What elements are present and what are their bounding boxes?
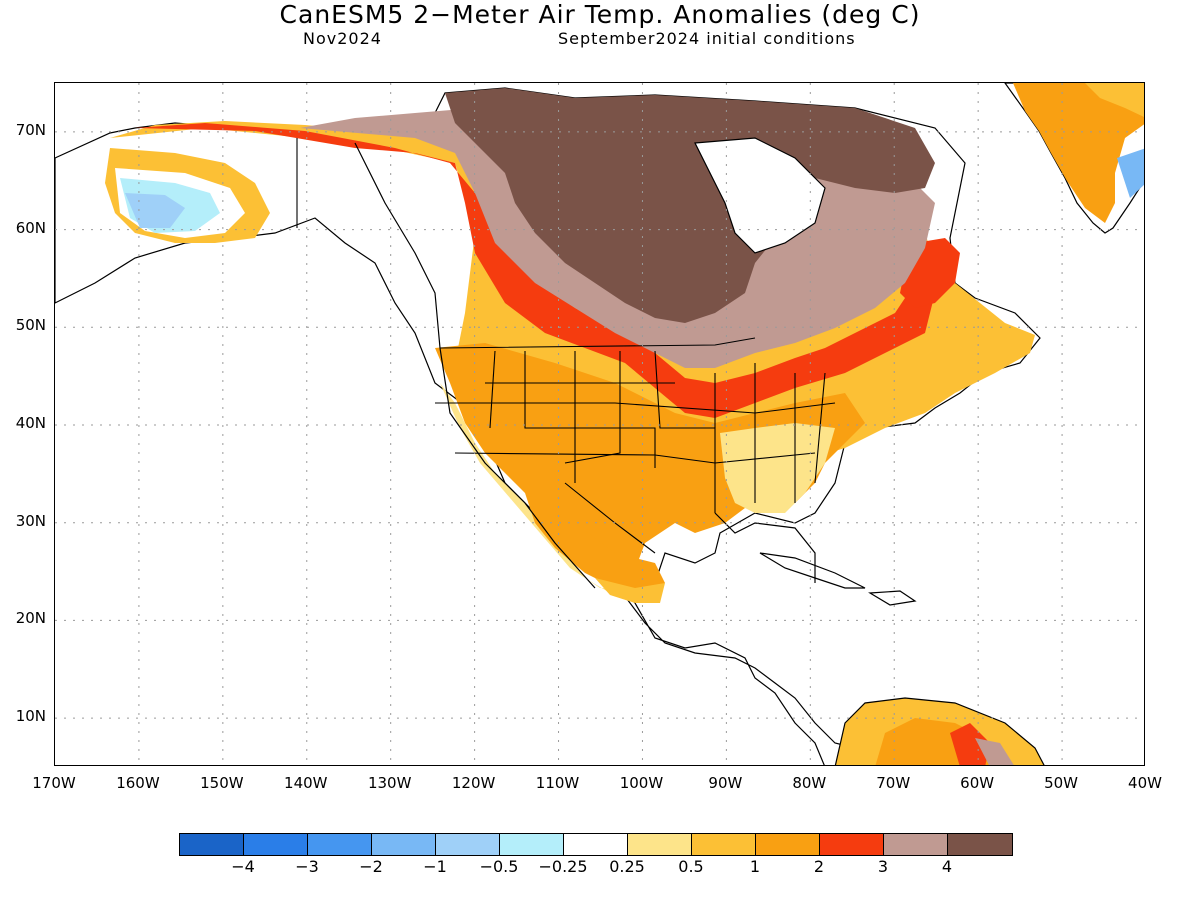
longitude-tick-label: 90W	[708, 774, 743, 792]
colorbar-swatch	[180, 834, 244, 855]
south-america-tan	[975, 738, 1014, 765]
longitude-tick-label: 100W	[619, 774, 664, 792]
colorbar-swatch	[244, 834, 308, 855]
map-title: CanESM5 2−Meter Air Temp. Anomalies (deg…	[279, 0, 921, 29]
cuba	[759, 552, 866, 589]
forecast-month: Nov2024	[303, 29, 382, 48]
colorbar-tick-label: −0.5	[479, 857, 519, 876]
colorbar-tick-label: −0.25	[538, 857, 588, 876]
longitude-tick-label: 70W	[876, 774, 911, 792]
colorbar-swatch	[692, 834, 756, 855]
colorbar-swatch	[372, 834, 436, 855]
initial-conditions: September2024 initial conditions	[558, 29, 856, 48]
colorbar-tick-label: 0.25	[609, 857, 645, 876]
graticule	[55, 83, 1144, 765]
south-america-hot	[950, 723, 990, 765]
colorbar-tick-label: −3	[295, 857, 319, 876]
colorbar-swatch	[756, 834, 820, 855]
colorbar-tick-label: −1	[423, 857, 447, 876]
longitude-tick-label: 140W	[284, 774, 328, 792]
colorbar-tick-label: −2	[359, 857, 383, 876]
colorbar-tick-label: 3	[877, 857, 889, 876]
longitude-tick-label: 110W	[535, 774, 580, 792]
colorbar-swatch	[500, 834, 564, 855]
latitude-tick-label: 30N	[15, 511, 46, 530]
latitude-tick-label: 10N	[15, 707, 46, 726]
map-panel	[54, 82, 1145, 766]
greenland-anomaly-05	[1085, 83, 1144, 118]
hudson-bay-water	[694, 137, 826, 254]
longitude-tick-label: 120W	[451, 774, 496, 792]
latitude-tick-label: 40N	[15, 414, 46, 432]
colorbar-tick-label: 0.5	[678, 857, 704, 876]
longitude-tick-label: 150W	[200, 774, 244, 792]
colorbar-tick-label: 4	[941, 857, 953, 876]
colorbar-swatch	[564, 834, 628, 855]
longitude-tick-label: 50W	[1044, 774, 1079, 792]
anomaly-core-4-plus	[445, 88, 935, 323]
longitude-tick-label: 60W	[960, 774, 995, 792]
colorbar-swatch	[884, 834, 948, 855]
longitude-tick-label: 170W	[32, 774, 76, 792]
greenland-cool	[1117, 148, 1144, 198]
hispaniola	[868, 590, 917, 606]
longitude-tick-label: 40W	[1128, 774, 1162, 792]
longitude-tick-label: 80W	[792, 774, 827, 792]
political-boundaries	[296, 138, 836, 554]
latitude-tick-label: 50N	[15, 316, 46, 335]
anomaly-mexico-south	[595, 578, 665, 603]
coastlines-extra	[354, 142, 816, 589]
map-canvas	[55, 83, 1144, 765]
greenland-anomaly-1	[1013, 83, 1144, 223]
colorbar-swatch	[308, 834, 372, 855]
colorbar-tick-label: 1	[749, 857, 761, 876]
colorbar-tick-label: 2	[813, 857, 825, 876]
colorbar-swatch	[948, 834, 1012, 855]
colorbar	[179, 833, 1013, 856]
longitude-tick-label: 130W	[367, 774, 412, 792]
latitude-tick-label: 70N	[15, 120, 46, 139]
latitude-tick-label: 20N	[15, 609, 46, 628]
colorbar-swatch	[820, 834, 884, 855]
colorbar-swatch	[436, 834, 500, 855]
longitude-tick-label: 160W	[116, 774, 160, 792]
alaska-cool-05	[125, 193, 185, 228]
anomaly-mexico	[525, 493, 665, 593]
colorbar-tick-label: −4	[231, 857, 255, 876]
latitude-tick-label: 60N	[15, 218, 46, 237]
colorbar-swatch	[628, 834, 692, 855]
anomaly-southeast-mild	[720, 423, 835, 513]
